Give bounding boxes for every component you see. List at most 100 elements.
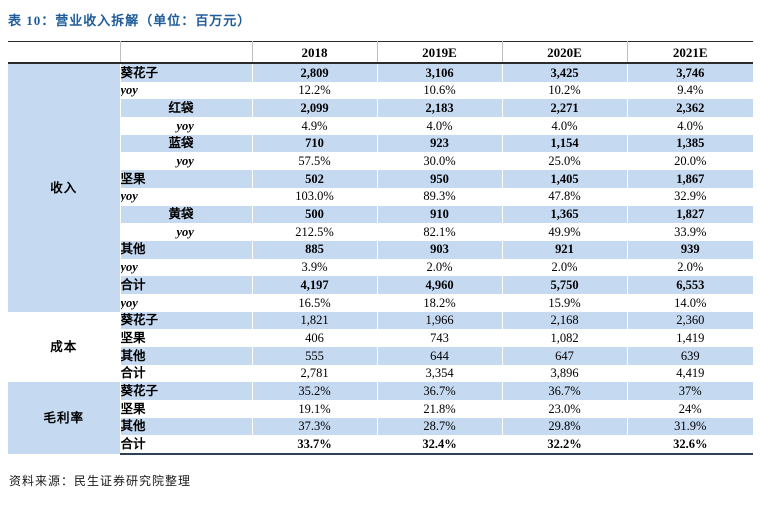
data-cell: 4.0%	[377, 117, 503, 135]
row-label-cell: 红袋	[120, 99, 253, 118]
row-label-cell: 蓝袋	[120, 134, 253, 153]
data-cell: 2,099	[252, 99, 378, 118]
row-label-cell: 葵花子	[120, 382, 253, 401]
row-label-cell: yoy	[120, 258, 253, 277]
data-cell: 921	[502, 240, 628, 259]
data-cell: 57.5%	[252, 152, 378, 171]
table-row: yoy 212.5% 82.1% 49.9% 33.9%	[8, 223, 753, 241]
data-cell: 2,168	[502, 311, 628, 330]
data-cell: 47.8%	[502, 187, 628, 206]
table-row: 其他 555 644 647 639	[8, 347, 753, 365]
table-row: yoy 4.9% 4.0% 4.0% 4.0%	[8, 117, 753, 135]
data-cell: 89.3%	[377, 187, 503, 206]
data-cell: 4,960	[377, 276, 503, 294]
data-cell: 639	[627, 347, 753, 365]
data-cell: 32.2%	[502, 435, 628, 456]
data-cell: 9.4%	[627, 81, 753, 100]
table-row: 其他 885 903 921 939	[8, 240, 753, 259]
data-cell: 20.0%	[627, 152, 753, 171]
data-cell: 406	[252, 329, 378, 347]
data-cell: 4.0%	[502, 117, 628, 135]
row-label-cell: 坚果	[120, 170, 253, 188]
data-cell: 950	[377, 170, 503, 188]
data-cell: 37%	[627, 382, 753, 401]
data-cell: 885	[252, 240, 378, 259]
data-cell: 14.0%	[627, 293, 753, 312]
year-column-header: 2020E	[502, 41, 628, 64]
row-label-cell: 其他	[120, 240, 253, 259]
data-cell: 2.0%	[377, 258, 503, 277]
data-cell: 36.7%	[502, 382, 628, 401]
data-cell: 500	[252, 205, 378, 224]
data-cell: 1,365	[502, 205, 628, 224]
row-label-cell: 葵花子	[120, 63, 253, 82]
data-cell: 1,082	[502, 329, 628, 347]
table-row: 毛利率 葵花子 35.2% 36.7% 36.7% 37%	[8, 382, 753, 455]
table-row: yoy 3.9% 2.0% 2.0% 2.0%	[8, 258, 753, 277]
data-cell: 4.9%	[252, 117, 378, 135]
table-row: yoy 12.2% 10.6% 10.2% 9.4%	[8, 81, 753, 100]
table-row: 坚果 406 743 1,082 1,419	[8, 329, 753, 347]
data-cell: 1,827	[627, 205, 753, 224]
data-cell: 2,781	[252, 364, 378, 383]
row-label-cell: yoy	[120, 117, 253, 135]
data-cell: 743	[377, 329, 503, 347]
data-cell: 37.3%	[252, 417, 378, 436]
row-label-cell: 合计	[120, 364, 253, 383]
row-label-cell: 其他	[120, 417, 253, 436]
data-cell: 2,809	[252, 63, 378, 82]
data-cell: 3,746	[627, 63, 753, 82]
data-cell: 4.0%	[627, 117, 753, 135]
table-header-row: 2018 2019E 2020E 2021E	[8, 41, 753, 64]
table-row: 收入 葵花子 2,809 3,106 3,425 3,746	[8, 63, 753, 312]
data-cell: 2,360	[627, 311, 753, 330]
table-row: yoy 103.0% 89.3% 47.8% 32.9%	[8, 187, 753, 206]
data-cell: 2,362	[627, 99, 753, 118]
data-cell: 18.2%	[377, 293, 503, 312]
year-column-header: 2021E	[627, 41, 753, 64]
data-cell: 10.2%	[502, 81, 628, 100]
data-cell: 25.0%	[502, 152, 628, 171]
table-body: 2018 2019E 2020E 2021E 收入 葵花子 2,809 3,106 3,…	[8, 41, 753, 456]
row-label-cell: 其他	[120, 347, 253, 365]
page-inner: 表 10：营业收入拆解（单位：百万元） 2018 2019E 2020E 202…	[8, 13, 753, 488]
row-label-cell: 合计	[120, 276, 253, 294]
data-cell: 24%	[627, 400, 753, 418]
data-cell: 1,867	[627, 170, 753, 188]
data-cell: 1,385	[627, 134, 753, 153]
data-cell: 1,966	[377, 311, 503, 330]
data-cell: 903	[377, 240, 503, 259]
data-cell: 103.0%	[252, 187, 378, 206]
data-cell: 3.9%	[252, 258, 378, 277]
data-cell: 5,750	[502, 276, 628, 294]
table-row: 坚果 502 950 1,405 1,867	[8, 170, 753, 188]
header-spacer-group	[8, 41, 121, 64]
data-cell: 1,154	[502, 134, 628, 153]
table-row: 合计 2,781 3,354 3,896 4,419	[8, 364, 753, 383]
revenue-breakdown-table: 2018 2019E 2020E 2021E 收入 葵花子 2,809 3,106 3,…	[8, 41, 753, 456]
data-cell: 4,197	[252, 276, 378, 294]
row-label-cell: yoy	[120, 293, 253, 312]
data-cell: 82.1%	[377, 223, 503, 241]
data-cell: 15.9%	[502, 293, 628, 312]
table-row: yoy 16.5% 18.2% 15.9% 14.0%	[8, 293, 753, 312]
data-cell: 33.9%	[627, 223, 753, 241]
row-label-cell: yoy	[120, 152, 253, 171]
table-title: 表 10：营业收入拆解（单位：百万元）	[8, 13, 252, 28]
row-label-cell: 合计	[120, 435, 253, 456]
row-group-cell: 毛利率	[8, 382, 121, 455]
data-cell: 2.0%	[627, 258, 753, 277]
row-label-cell: 葵花子	[120, 311, 253, 330]
table-row: 红袋 2,099 2,183 2,271 2,362	[8, 99, 753, 118]
data-cell: 710	[252, 134, 378, 153]
data-cell: 30.0%	[377, 152, 503, 171]
table-row: 黄袋 500 910 1,365 1,827	[8, 205, 753, 224]
data-cell: 32.6%	[627, 435, 753, 456]
data-cell: 923	[377, 134, 503, 153]
data-cell: 939	[627, 240, 753, 259]
table-row: yoy 57.5% 30.0% 25.0% 20.0%	[8, 152, 753, 171]
row-label-cell: yoy	[120, 187, 253, 206]
data-cell: 644	[377, 347, 503, 365]
data-cell: 1,821	[252, 311, 378, 330]
data-cell: 3,354	[377, 364, 503, 383]
